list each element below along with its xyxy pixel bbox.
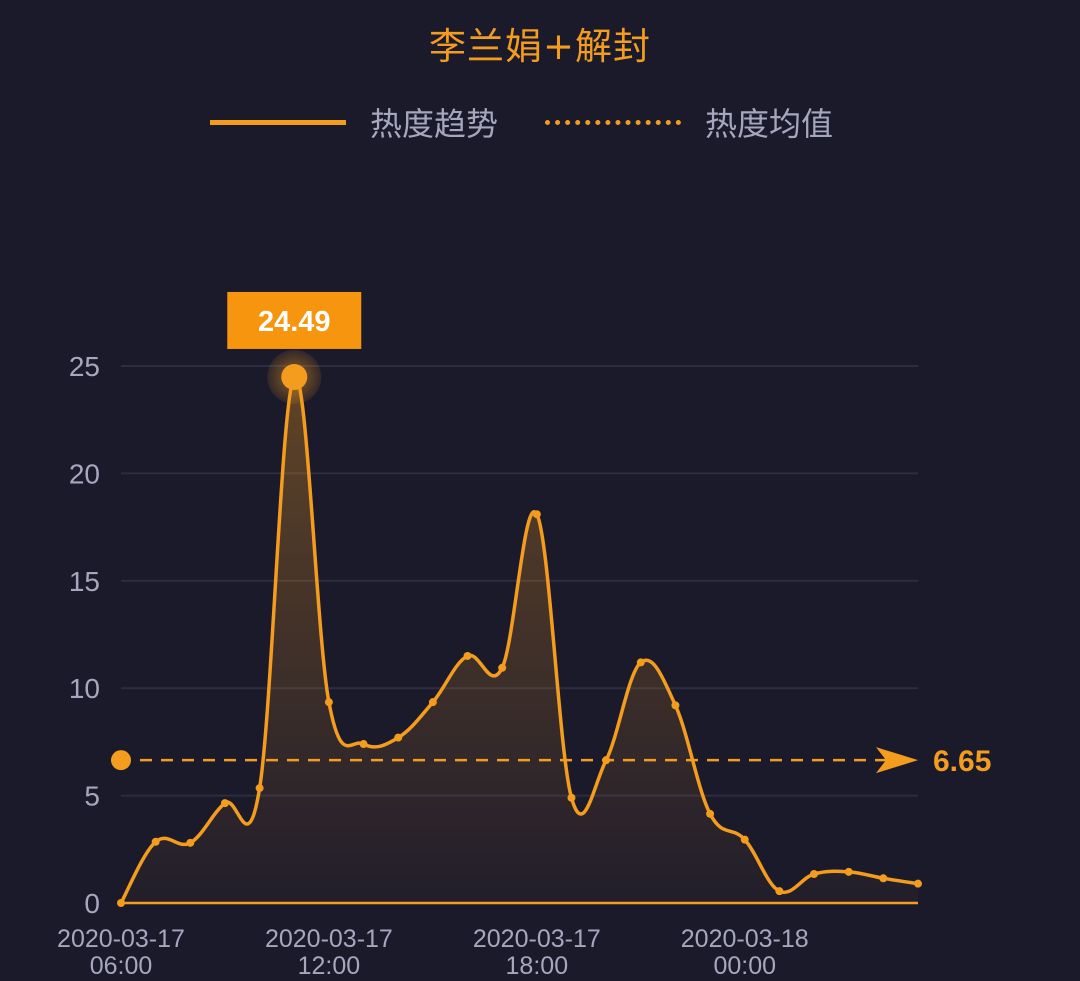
data-point[interactable]: [844, 867, 853, 876]
data-point[interactable]: [740, 835, 749, 844]
y-tick-label: 5: [84, 781, 100, 812]
data-point[interactable]: [359, 740, 368, 749]
average-value-label: 6.65: [933, 745, 991, 778]
legend-swatch-solid-line: [210, 119, 346, 125]
chart-title: 李兰娟+解封: [428, 25, 651, 68]
legend-item-trend[interactable]: 热度趋势: [210, 100, 498, 144]
peak-value-label: 24.49: [258, 306, 331, 338]
legend-item-average[interactable]: 热度均值: [545, 100, 833, 144]
legend-label-average: 热度均值: [705, 105, 834, 143]
x-tick-label-date: 2020-03-17: [265, 925, 393, 953]
data-point[interactable]: [463, 651, 472, 660]
data-point[interactable]: [428, 698, 437, 707]
data-point[interactable]: [151, 837, 160, 846]
data-point[interactable]: [255, 784, 264, 793]
data-point[interactable]: [879, 874, 888, 883]
x-tick-label-date: 2020-03-18: [681, 925, 809, 953]
data-point[interactable]: [914, 879, 922, 888]
legend-swatch-dashed-line: [545, 119, 681, 125]
data-point[interactable]: [567, 793, 576, 802]
data-point[interactable]: [186, 838, 195, 847]
data-point[interactable]: [532, 510, 541, 519]
peak-point[interactable]: [281, 363, 308, 390]
data-point[interactable]: [220, 799, 229, 808]
data-point[interactable]: [775, 887, 784, 896]
y-tick-label: 15: [69, 566, 100, 597]
y-tick-label: 10: [69, 673, 100, 704]
average-line-start-marker: [111, 750, 131, 771]
data-point[interactable]: [324, 698, 333, 707]
data-point[interactable]: [117, 899, 125, 907]
average-line-arrow-icon: [876, 747, 918, 774]
x-tick-label-time: 00:00: [713, 952, 776, 980]
x-tick-label-date: 2020-03-17: [57, 925, 185, 953]
y-tick-label: 25: [69, 351, 100, 382]
legend: 热度趋势 热度均值: [0, 100, 1080, 144]
x-tick-label-time: 18:00: [506, 952, 569, 980]
data-point[interactable]: [810, 870, 819, 879]
data-point[interactable]: [636, 658, 645, 667]
y-tick-label: 20: [69, 458, 100, 489]
data-point[interactable]: [498, 663, 507, 672]
x-tick-label-date: 2020-03-17: [473, 925, 601, 953]
peak-value-badge: [227, 291, 362, 349]
x-tick-label-time: 06:00: [90, 952, 153, 980]
series-area-trend: [121, 376, 918, 904]
data-point[interactable]: [671, 701, 680, 710]
data-point[interactable]: [394, 733, 403, 742]
x-tick-label-time: 12:00: [298, 952, 361, 980]
y-tick-label: 0: [84, 888, 100, 919]
data-point[interactable]: [706, 809, 715, 818]
legend-label-trend: 热度趋势: [370, 105, 499, 143]
